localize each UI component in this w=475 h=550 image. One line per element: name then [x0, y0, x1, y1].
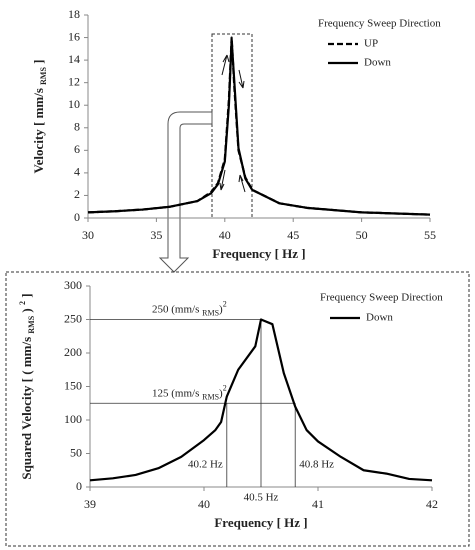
y-tick-label: 12	[68, 74, 80, 88]
reference-label-part: )	[219, 387, 223, 399]
y-axis-label: Velocity [ mm/s RMS ]	[31, 59, 48, 173]
reference-label: 250 (mm/s RMS)2	[152, 300, 227, 318]
y-tick-label: 2	[74, 187, 80, 201]
y-tick-label: 4	[74, 165, 80, 179]
reference-label-part: 250 (mm/s	[152, 303, 202, 315]
series-line	[89, 318, 433, 482]
x-tick-label: 45	[287, 228, 299, 242]
y-tick-label: 150	[64, 378, 82, 392]
legend-label: Down	[364, 57, 391, 69]
y-axis-label-part: ]	[19, 293, 34, 301]
x-tick-label: 35	[150, 228, 162, 242]
reference-label-part: 125 (mm/s	[152, 387, 202, 399]
reference-label: 40.8 Hz	[299, 459, 334, 471]
y-tick-label: 14	[68, 52, 80, 66]
x-axis-label: Frequency [ Hz ]	[214, 515, 307, 530]
reference-label-part: RMS	[202, 309, 219, 318]
legend-title: Frequency Sweep Direction	[318, 18, 441, 30]
zoom-arrow	[158, 111, 213, 273]
legend-label: UP	[364, 38, 378, 50]
reference-label-part: )	[219, 303, 223, 315]
y-axis-label-part: Velocity [ mm/s	[31, 85, 46, 174]
y-axis-label-part: ]	[31, 59, 46, 67]
y-axis-label: Squared Velocity [ ( mm/s RMS ) 2 ]	[18, 293, 36, 479]
y-tick-label: 50	[70, 445, 82, 459]
x-tick-label: 55	[424, 228, 436, 242]
y-tick-label: 300	[64, 278, 82, 292]
y-tick-label: 250	[64, 311, 82, 325]
legend-title: Frequency Sweep Direction	[320, 292, 443, 304]
y-axis-label-part: Squared Velocity [ ( mm/s	[19, 334, 34, 480]
reference-label-part: 2	[223, 384, 227, 393]
reference-label: 125 (mm/s RMS)2	[152, 384, 227, 402]
reference-label-part: RMS	[202, 393, 219, 402]
y-tick-label: 0	[74, 210, 80, 224]
y-tick-label: 200	[64, 345, 82, 359]
x-tick-label: 40	[219, 228, 231, 242]
reference-label-part: 2	[223, 300, 227, 309]
x-tick-label: 40	[198, 497, 210, 511]
x-tick-label: 42	[426, 497, 438, 511]
x-tick-label: 50	[356, 228, 368, 242]
y-tick-label: 16	[68, 29, 80, 43]
x-tick-label: 39	[84, 497, 96, 511]
reference-label: 40.5 Hz	[244, 492, 279, 504]
y-axis-label-part: RMS	[27, 315, 36, 333]
y-axis-label-part: RMS	[39, 67, 48, 85]
reference-label: 40.2 Hz	[188, 459, 223, 471]
y-tick-label: 10	[68, 97, 80, 111]
series-line	[87, 38, 431, 216]
y-tick-label: 100	[64, 412, 82, 426]
y-axis-label-part: )	[19, 305, 34, 316]
x-tick-label: 30	[82, 228, 94, 242]
x-tick-label: 41	[312, 497, 324, 511]
y-tick-label: 0	[76, 479, 82, 493]
zoom-panel	[5, 271, 470, 547]
y-axis-label-part: 2	[18, 301, 27, 305]
y-tick-label: 8	[74, 120, 80, 134]
x-axis-label: Frequency [ Hz ]	[212, 246, 305, 261]
y-tick-label: 6	[74, 142, 80, 156]
y-tick-label: 18	[68, 7, 80, 21]
zoom-box	[211, 33, 253, 219]
legend-label: Down	[366, 312, 393, 324]
sweep-arrows	[219, 54, 246, 193]
